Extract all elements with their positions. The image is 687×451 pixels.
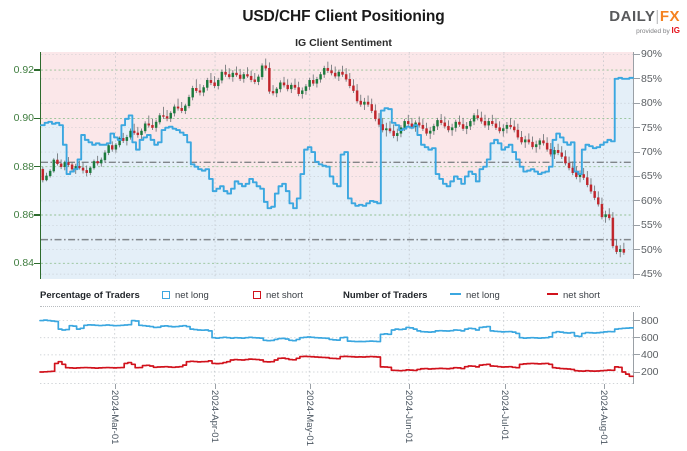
date-tick-mark [114,384,116,389]
logo-wordmark: DAILY|FX [609,9,680,24]
legend-divider [40,306,640,307]
legend-item-pct-net-short[interactable]: net short [253,290,303,301]
logo-tagline: provided by IG [609,27,680,36]
traders-tick-label: 400 [641,348,659,361]
percentage-tick-mark [634,102,640,104]
date-tick-label: 2024-Jun-01 [403,390,415,444]
legend-group-percentage: Percentage of Traders [40,290,140,301]
percentage-tick-mark [634,53,640,55]
logo-fx-text: FX [659,8,680,25]
percentage-tick-mark [634,200,640,202]
percentage-tick-mark [634,127,640,129]
price-tick-mark [34,166,40,168]
percentage-tick-label: 60% [641,194,663,207]
legend-label-num-net-long: net long [466,290,500,301]
percentage-tick-label: 70% [641,146,663,159]
date-tick-label: 2024-Jul-01 [498,390,510,441]
traders-tick-label: 800 [641,314,659,327]
price-tick-mark [34,117,40,120]
price-tick-label: 0.84 [13,257,34,270]
dailyfx-logo: DAILY|FX provided by IG [609,9,680,36]
percentage-tick-mark [634,78,640,80]
traders-tick-mark [634,354,640,356]
traders-tick-label: 200 [641,366,659,378]
legend-label-pct-net-long: net long [175,290,209,301]
legend-item-num-net-short[interactable]: net short [547,290,600,301]
traders-count-svg [39,312,634,384]
page-title: USD/CHF Client Positioning [242,8,445,25]
traders-tick-label: 600 [641,331,659,344]
line-red-icon [547,292,558,295]
line-blue-icon [450,292,461,295]
percentage-tick-mark [634,151,640,153]
date-tick-label: 2024-Aug-01 [598,390,610,445]
percentage-tick-label: 50% [641,243,663,256]
logo-provided-by-text: provided by [636,28,670,35]
percentage-tick-mark [634,224,640,226]
date-tick-mark [214,384,216,389]
main-chart-plot [40,52,634,280]
percentage-tick-label: 80% [641,97,663,110]
price-tick-label: 0.90 [13,112,34,125]
legend-label-pct-net-short: net short [266,290,303,301]
traders-count-plot [39,312,634,384]
percentage-tick-mark [634,249,640,251]
percentage-tick-label: 65% [641,170,663,183]
date-tick-label: 2024-Mar-01 [108,390,120,445]
price-tick-label: 0.92 [13,64,34,77]
date-tick-mark [504,384,506,389]
logo-divider: | [655,8,660,25]
price-tick-mark [34,262,40,264]
main-chart-svg [40,52,634,280]
percentage-tick-mark [634,273,640,275]
percentage-tick-label: 55% [641,219,663,232]
chart-subtitle: IG Client Sentiment [295,37,392,49]
percentage-tick-label: 85% [641,72,663,85]
chart-legend: Percentage of Traders net long net short… [40,288,650,304]
percentage-tick-label: 90% [641,48,663,61]
price-tick-mark [34,214,40,216]
date-tick-label: 2024-Apr-01 [208,390,220,443]
price-tick-label: 0.86 [13,209,34,221]
logo-ig-text: IG [671,26,680,35]
date-tick-mark [409,384,411,389]
traders-tick-mark [634,337,640,339]
traders-tick-mark [634,371,640,373]
square-blue-icon [162,291,170,299]
price-tick-mark [34,69,40,71]
percentage-tick-label: 45% [641,268,663,281]
percentage-tick-label: 75% [641,121,663,134]
legend-item-pct-net-long[interactable]: net long [162,290,209,301]
legend-label-num-net-short: net short [563,290,600,301]
traders-tick-mark [634,320,640,322]
date-tick-mark [604,384,606,389]
date-tick-mark [309,384,311,389]
legend-group-number: Number of Traders [343,290,428,301]
price-tick-label: 0.88 [13,160,34,173]
square-red-icon [253,291,261,299]
date-tick-label: 2024-May-01 [303,390,315,446]
percentage-tick-mark [634,175,640,177]
legend-item-num-net-long[interactable]: net long [450,290,500,301]
logo-daily-text: DAILY [609,8,656,25]
